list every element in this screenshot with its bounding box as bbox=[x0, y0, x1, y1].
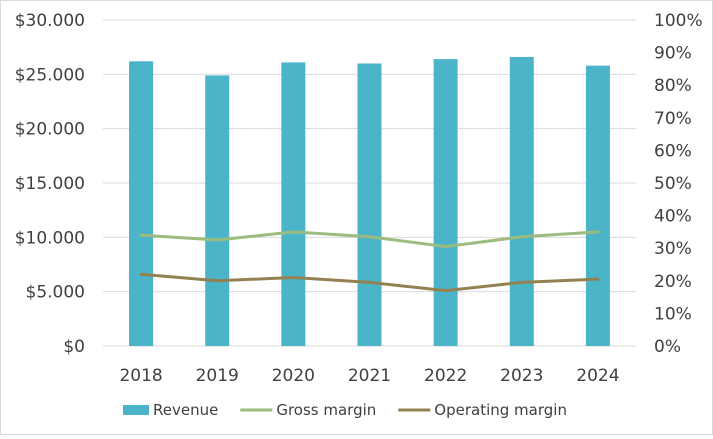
revenue-bar bbox=[205, 75, 230, 347]
right-tick-label: 10% bbox=[654, 304, 692, 324]
revenue-bar bbox=[509, 56, 534, 347]
right-tick-label: 90% bbox=[654, 44, 692, 64]
operating-margin-line bbox=[139, 272, 600, 293]
right-tick-label: 0% bbox=[654, 337, 681, 357]
left-tick-label: $10.000 bbox=[15, 228, 85, 248]
right-tick-label: 30% bbox=[654, 239, 692, 259]
legend: Revenue Gross margin Operating margin bbox=[123, 401, 567, 419]
revenue-bar bbox=[357, 63, 382, 346]
x-tick-label: 2021 bbox=[348, 366, 391, 386]
legend-swatch-revenue bbox=[123, 405, 149, 415]
left-tick-label: $25.000 bbox=[15, 65, 85, 85]
x-tick-label: 2020 bbox=[272, 366, 315, 386]
gross-margin-line bbox=[139, 230, 600, 249]
right-tick-label: 50% bbox=[654, 174, 692, 194]
legend-label-revenue: Revenue bbox=[153, 401, 218, 419]
right-tick-label: 40% bbox=[654, 207, 692, 227]
right-tick-label: 70% bbox=[654, 109, 692, 129]
right-tick-label: 60% bbox=[654, 141, 692, 161]
x-tick-label: 2018 bbox=[119, 366, 162, 386]
right-tick-label: 80% bbox=[654, 76, 692, 96]
revenue-bar bbox=[281, 62, 306, 346]
revenue-bars bbox=[129, 56, 610, 347]
legend-label-gross-margin: Gross margin bbox=[276, 401, 376, 419]
left-tick-label: $20.000 bbox=[15, 120, 85, 140]
x-tick-label: 2019 bbox=[196, 366, 239, 386]
legend-label-operating-margin: Operating margin bbox=[434, 401, 567, 419]
right-axis-ticks: 0% 10% 20% 30% 40% 50% 60% 70% 80% 90% 100% bbox=[654, 11, 703, 357]
left-tick-label: $5.000 bbox=[26, 283, 85, 303]
x-tick-label: 2023 bbox=[500, 366, 543, 386]
x-axis-ticks: 2018 2019 2020 2021 2022 2023 2024 bbox=[119, 366, 619, 386]
left-tick-label: $15.000 bbox=[15, 174, 85, 194]
left-axis-ticks: $0 $5.000 $10.000 $15.000 $20.000 $25.000 $30.… bbox=[15, 11, 85, 357]
right-tick-label: 20% bbox=[654, 272, 692, 292]
revenue-bar bbox=[129, 61, 154, 346]
revenue-bar bbox=[585, 65, 610, 346]
left-tick-label: $0 bbox=[63, 337, 85, 357]
revenue-bar bbox=[433, 59, 458, 347]
left-tick-label: $30.000 bbox=[15, 11, 85, 31]
x-tick-label: 2022 bbox=[424, 366, 467, 386]
margin-lines bbox=[139, 230, 600, 293]
x-tick-label: 2024 bbox=[576, 366, 619, 386]
right-tick-label: 100% bbox=[654, 11, 703, 31]
